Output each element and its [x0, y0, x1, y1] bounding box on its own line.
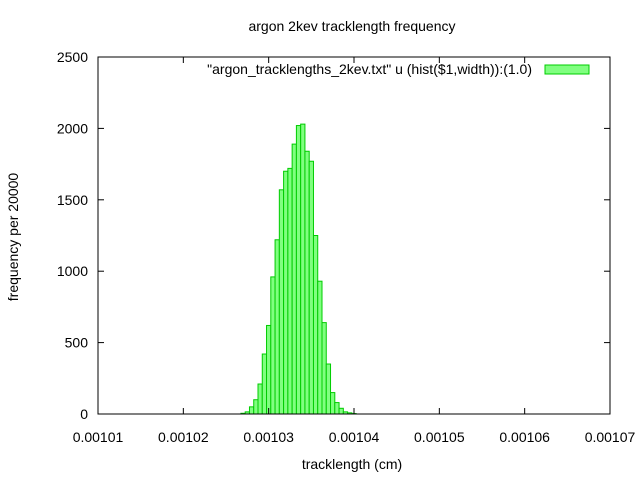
histogram-bar — [321, 322, 327, 415]
histogram-bar — [291, 143, 297, 415]
histogram-bar — [278, 189, 285, 415]
x-tick-label: 0.00103 — [243, 429, 294, 445]
bars-group — [240, 123, 357, 415]
histogram-bar — [295, 125, 302, 415]
legend: "argon_tracklengths_2kev.txt" u (hist($1… — [207, 61, 590, 77]
x-tick-label: 0.00107 — [585, 429, 636, 445]
histogram-bar — [300, 123, 306, 415]
y-axis-label: frequency per 20000 — [5, 173, 21, 302]
x-tick-label: 0.00106 — [499, 429, 550, 445]
legend-swatch — [544, 64, 590, 75]
y-tick-label: 2500 — [57, 49, 88, 65]
y-tick-label: 0 — [80, 406, 88, 422]
histogram-bar — [308, 160, 314, 415]
y-tick-label: 1500 — [57, 192, 88, 208]
histogram-bar — [266, 324, 272, 415]
histogram-bar — [317, 280, 323, 415]
histogram-bar — [253, 399, 259, 415]
histogram-bar — [334, 402, 340, 415]
histogram-bar — [312, 235, 319, 415]
x-tick-label: 0.00104 — [329, 429, 380, 445]
y-tick-label: 1000 — [57, 263, 88, 279]
histogram-bar — [325, 363, 332, 415]
x-tick-label: 0.00102 — [158, 429, 209, 445]
histogram-bar — [330, 392, 336, 415]
y-tick-label: 500 — [65, 335, 89, 351]
histogram-bar — [270, 276, 276, 415]
x-tick-label: 0.00101 — [73, 429, 124, 445]
plot-frame — [97, 56, 611, 415]
axes-group: 0 500 1000 1500 2000 2500 0.00101 0.00102 0.0010… — [57, 49, 636, 445]
histogram-bar — [304, 150, 310, 415]
x-tick-label: 0.00105 — [414, 429, 465, 445]
histogram-bar — [248, 406, 255, 415]
x-axis-label: tracklength (cm) — [302, 456, 402, 472]
y-tick-label: 2000 — [57, 120, 88, 136]
histogram-bar — [257, 383, 263, 415]
legend-label: "argon_tracklengths_2kev.txt" u (hist($1… — [207, 61, 532, 77]
histogram-bar — [338, 407, 344, 415]
histogram-bar — [261, 353, 268, 415]
histogram-bar — [283, 170, 289, 415]
chart-title: argon 2kev tracklength frequency — [248, 18, 455, 34]
histogram-bar — [274, 239, 280, 415]
histogram-bar — [287, 167, 293, 415]
